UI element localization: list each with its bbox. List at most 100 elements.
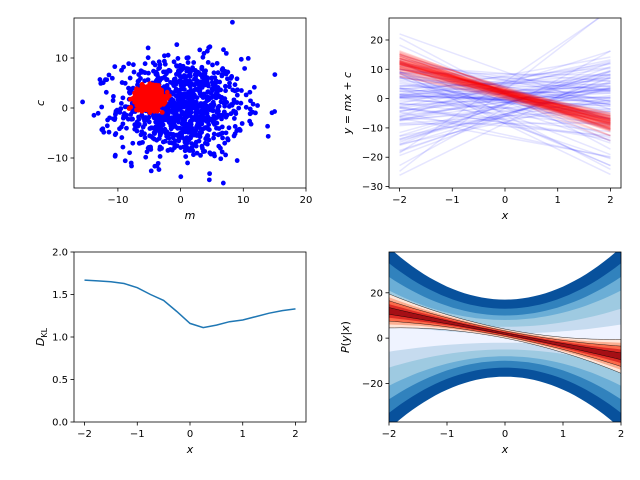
prior-line	[399, 111, 611, 159]
scatter-point	[197, 125, 203, 131]
posterior-line	[399, 64, 611, 127]
posterior-line	[399, 67, 611, 125]
posterior-line	[399, 66, 611, 114]
prior-line	[399, 69, 611, 141]
prior-line	[399, 71, 611, 102]
posterior-line	[399, 63, 611, 130]
prior-line	[399, 71, 611, 121]
posterior-line	[399, 55, 611, 128]
posterior-line	[399, 68, 611, 117]
prior-line	[399, 92, 611, 106]
x-tick-label: 2	[607, 195, 613, 206]
scatter-point	[182, 148, 188, 154]
scatter-point	[154, 116, 159, 122]
x-tick-label: −1	[445, 195, 460, 206]
scatter-point	[222, 140, 228, 146]
prior-line	[399, 106, 611, 141]
posterior-line	[399, 65, 611, 122]
scatter-point	[124, 125, 129, 131]
scatter-point	[184, 55, 190, 61]
scatter-point	[221, 109, 227, 115]
scatter-point	[165, 135, 171, 140]
prior-line	[399, 58, 611, 103]
scatter-point	[238, 56, 244, 62]
scatter-point	[185, 66, 191, 72]
scatter-point	[179, 79, 185, 85]
posterior-line	[399, 59, 611, 129]
scatter-point	[239, 88, 244, 93]
scatter-point	[174, 63, 180, 69]
scatter-point	[191, 132, 197, 138]
prior-line	[399, 86, 611, 118]
posterior-line	[399, 63, 611, 118]
scatter-point	[198, 117, 204, 123]
scatter-point	[233, 109, 238, 115]
prior-line	[399, 82, 611, 117]
scatter-point	[157, 154, 163, 159]
dkl-panel: −2 −1 0 1 2 0.0 0.5 1.0 1.5 2.0 x DKL	[34, 248, 307, 456]
scatter-point	[248, 98, 253, 104]
scatter-point	[187, 70, 193, 76]
posterior-line	[399, 61, 611, 125]
posterior-line	[399, 51, 611, 124]
posterior-line	[399, 59, 611, 124]
scatter-point	[185, 60, 191, 65]
scatter-point	[214, 125, 219, 131]
scatter-point	[113, 112, 118, 117]
scatter-point	[223, 50, 229, 56]
scatter-point	[188, 145, 194, 151]
scatter-point	[157, 62, 163, 68]
scatter-point	[211, 121, 217, 127]
posterior-contour	[389, 307, 621, 354]
posterior-line	[399, 52, 611, 131]
posterior-line	[399, 62, 611, 120]
predictive-bands	[389, 252, 621, 422]
scatter-point	[131, 69, 137, 75]
scatter-point	[242, 66, 248, 71]
scatter-points	[80, 19, 278, 186]
scatter-point	[209, 75, 215, 81]
prior-line	[399, 68, 611, 92]
prior-line	[399, 100, 611, 105]
scatter-point	[209, 86, 215, 92]
prior-line	[399, 77, 611, 110]
prior-line	[399, 62, 611, 142]
prior-line	[399, 79, 611, 112]
scatter-point	[160, 139, 166, 145]
axes-frame	[73, 251, 307, 423]
scatter-point	[130, 62, 136, 68]
y-tick-label: 2.0	[52, 248, 68, 259]
scatter-point	[199, 143, 205, 149]
posterior-line	[399, 72, 611, 115]
prior-line	[399, 80, 611, 124]
scatter-point	[145, 55, 151, 61]
scatter-point	[139, 108, 145, 114]
scatter-point	[205, 133, 210, 138]
prior-line	[399, 65, 611, 82]
dkl-line	[84, 279, 296, 329]
prior-line	[399, 62, 611, 92]
scatter-point	[188, 105, 193, 111]
scatter-point	[220, 180, 226, 186]
prior-line	[399, 77, 611, 137]
posterior-contour	[389, 293, 621, 340]
x-tick-label: 10	[237, 195, 250, 206]
scatter-point	[190, 65, 195, 71]
scatter-point	[142, 70, 148, 76]
prior-line	[399, 96, 611, 138]
posterior-line	[399, 61, 611, 130]
scatter-point	[103, 89, 109, 95]
scatter-point	[204, 141, 210, 147]
scatter-point	[221, 47, 226, 53]
scatter-point	[251, 84, 257, 90]
posterior-contour	[389, 300, 621, 347]
scatter-point	[166, 107, 171, 113]
prior-line	[399, 97, 611, 120]
scatter-point	[191, 92, 197, 97]
prior-line	[399, 82, 611, 147]
posterior-line	[399, 64, 611, 122]
posterior-line	[399, 53, 611, 121]
scatter-point	[204, 48, 210, 54]
scatter-point	[162, 53, 167, 59]
posterior-line	[399, 51, 611, 137]
